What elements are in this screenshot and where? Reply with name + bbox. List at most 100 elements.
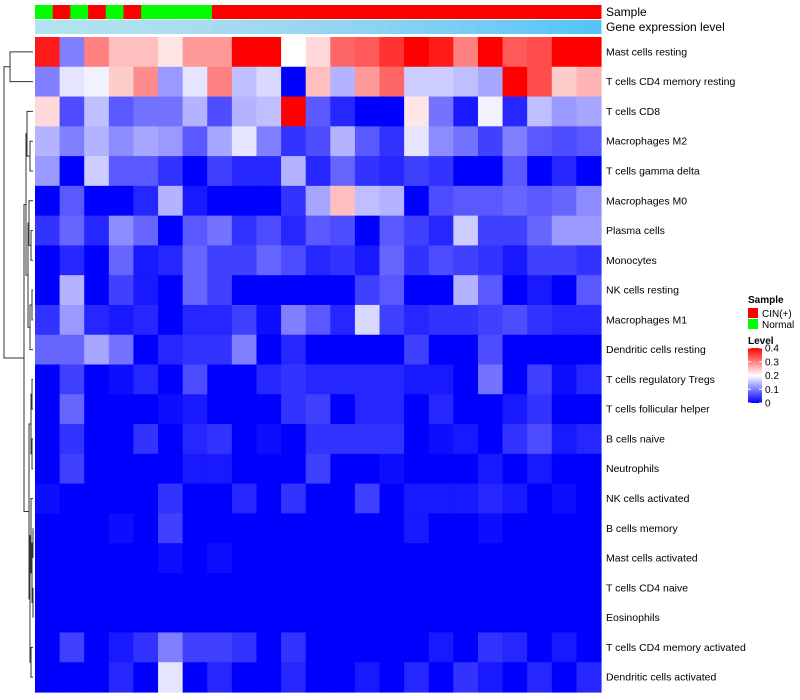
heatmap-cell [59,662,85,693]
heatmap-cell [59,275,85,306]
gene-expression-annotation-cell [176,20,195,34]
heatmap-cell [453,513,479,544]
heatmap-cell [354,215,381,247]
heatmap-cell [379,662,405,693]
heatmap-cell [231,424,258,455]
heatmap-cell [108,334,135,366]
heatmap-cell [108,185,135,217]
heatmap-cell [527,483,553,514]
heatmap-cell [576,572,602,604]
heatmap-cell [133,424,159,455]
heatmap-cell [35,662,61,693]
heatmap-cell [256,185,282,217]
heatmap-cell [108,37,135,68]
heatmap-cell [453,632,479,663]
sample-annotation-cell [264,5,284,19]
heatmap-cell [182,156,208,187]
heatmap-cell [502,215,528,247]
legend: Sample CIN(+)Normal Level 0.4 0.3 0.2 0.1 0 [748,295,794,410]
heatmap-cell [256,453,282,485]
heatmap-cell [453,483,479,514]
heatmap-cell [527,126,553,157]
heatmap-cell [379,275,405,306]
heatmap-cell [305,364,331,395]
heatmap-cell [207,334,233,366]
heatmap-cell [404,513,430,544]
heatmap-cell [256,304,282,336]
heatmap-cell [133,215,159,247]
heatmap-cell [158,364,184,395]
heatmap-cell [527,185,553,217]
heatmap-cell [502,483,528,514]
heatmap-cell [354,304,381,336]
heatmap-cell [502,275,528,306]
heatmap-cell [477,215,504,247]
heatmap-cell [354,513,381,544]
heatmap-cell [404,185,430,217]
heatmap-cell [59,483,85,514]
heatmap-cell [84,453,110,485]
heatmap-cell [231,364,258,395]
row-label: Macrophages M0 [606,195,687,207]
dendrogram-branch [30,646,33,678]
heatmap-cell [502,66,528,98]
heatmap-cell [453,543,479,574]
heatmap-cell [404,275,430,306]
heatmap-cell [330,483,356,514]
heatmap-cell [453,394,479,425]
gene-expression-annotation-cell [353,20,372,34]
heatmap-cell [404,394,430,425]
row-label: Mast cells activated [606,553,698,565]
heatmap-cell [158,662,184,693]
heatmap-cell [35,304,61,336]
dendrogram-branch [30,230,33,261]
heatmap-cell [576,126,602,157]
heatmap-cell [502,245,528,276]
heatmap-cell [428,394,454,425]
heatmap-cell [576,483,602,514]
heatmap-cell [133,126,159,157]
heatmap-cell [354,96,381,127]
heatmap-cell [502,513,528,544]
heatmap-cell [527,632,553,663]
heatmap-cell [158,275,184,306]
heatmap-cell [428,513,454,544]
heatmap-cell [108,304,135,336]
heatmap-cell [84,275,110,306]
row-label: T cells CD4 memory resting [606,76,735,88]
heatmap-cell [158,632,184,663]
heatmap-cell [379,304,405,336]
heatmap-cell [502,304,528,336]
heatmap-cell [35,215,61,247]
legend-sample-title: Sample [748,295,784,306]
row-label: T cells gamma delta [606,165,700,177]
heatmap-cell [59,156,85,187]
heatmap-cell [428,572,454,604]
heatmap-cell [158,483,184,514]
heatmap-cell [404,424,430,455]
heatmap-cell [477,126,504,157]
heatmap-cell [35,126,61,157]
heatmap-cell [477,364,504,395]
heatmap-cell [527,513,553,544]
heatmap-cell [551,572,577,604]
heatmap-cell [158,215,184,247]
heatmap-cell [133,543,159,574]
heatmap-cell [35,394,61,425]
gene-expression-annotation-cell [158,20,177,34]
heatmap-cell [182,185,208,217]
heatmap-cell [84,543,110,574]
sample-annotation-cell [459,5,478,19]
heatmap-cell [576,424,602,455]
heatmap-cell [231,453,258,485]
heatmap-cell [354,394,381,425]
heatmap-cell [35,96,61,127]
heatmap-cell [354,602,381,634]
heatmap-cell [231,602,258,634]
heatmap-cell [281,364,307,395]
heatmap-cell [379,483,405,514]
legend-tick-label: 0.1 [765,385,779,396]
row-label: Macrophages M2 [606,136,687,148]
heatmap-cell [330,37,356,68]
heatmap-cell [108,513,135,544]
